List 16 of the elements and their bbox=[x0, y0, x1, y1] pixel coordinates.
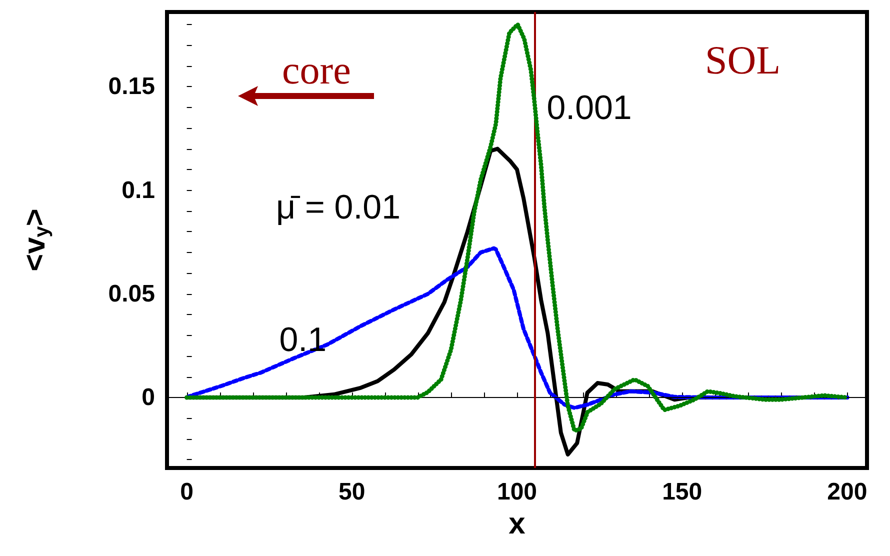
y-tick-label: 0.1 bbox=[122, 176, 155, 204]
x-tick-label: 150 bbox=[662, 478, 702, 506]
annotation: SOL bbox=[705, 38, 781, 82]
y-tick-label: 0.05 bbox=[108, 280, 155, 308]
series-label: 0.1 bbox=[279, 320, 327, 359]
x-tick-label: 200 bbox=[827, 478, 868, 506]
y-tick-label: 0.15 bbox=[108, 73, 155, 100]
y-axis-title: <vy> bbox=[18, 208, 53, 272]
series-label: 0.001 bbox=[546, 88, 632, 127]
x-tick-label: 50 bbox=[338, 478, 366, 506]
series-label: μ̄ = 0.01 bbox=[276, 188, 400, 226]
x-tick-label: 100 bbox=[496, 478, 538, 506]
y-tick-label: 0 bbox=[142, 384, 155, 412]
annotation: core bbox=[282, 48, 351, 92]
x-tick-label: 0 bbox=[180, 478, 194, 506]
x-axis-title: x bbox=[508, 507, 526, 540]
